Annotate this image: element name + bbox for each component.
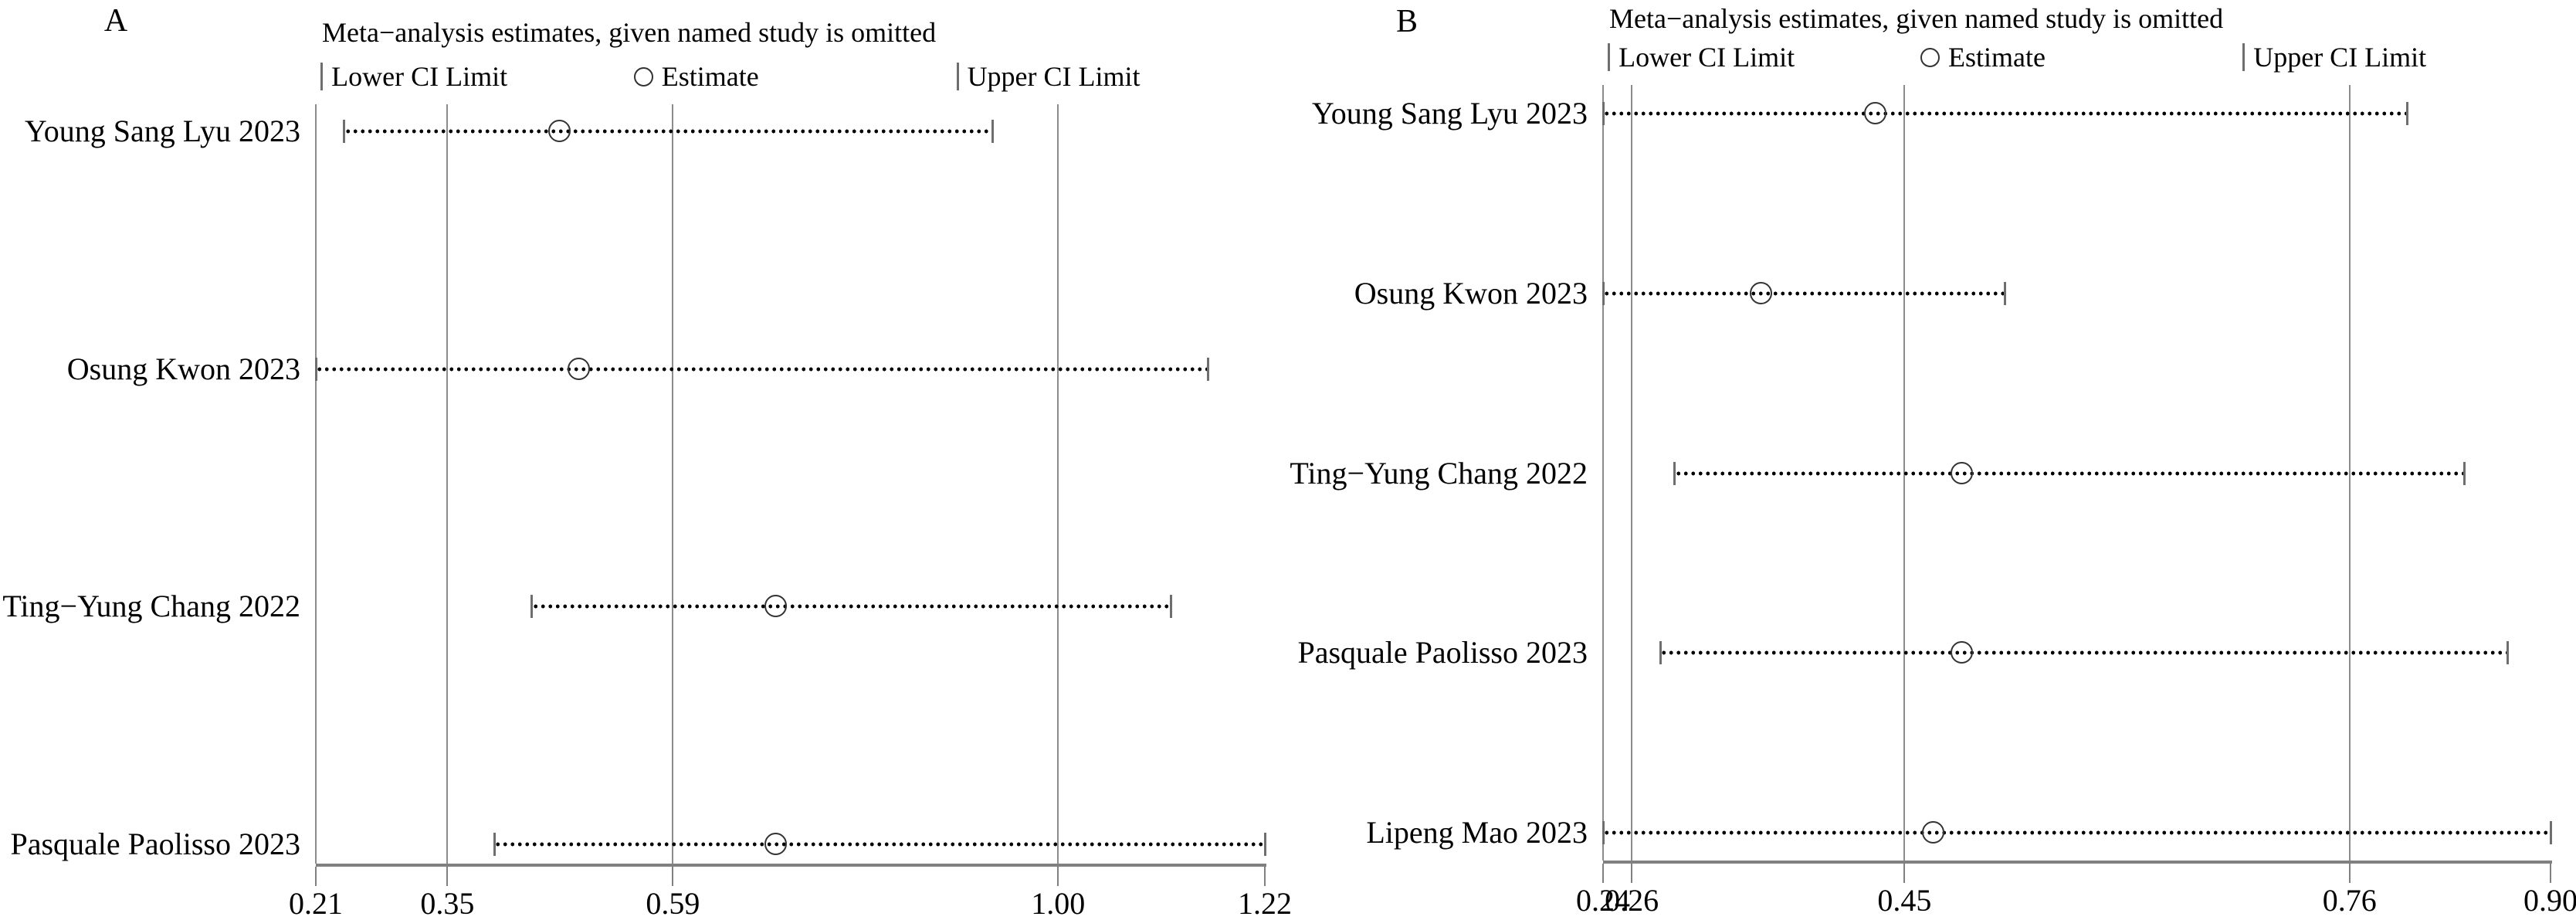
legend-label: Upper CI Limit bbox=[967, 61, 1141, 92]
estimate-marker bbox=[764, 833, 788, 855]
estimate-marker bbox=[1950, 641, 1973, 664]
x-tick-label: 1.00 bbox=[1031, 886, 1086, 920]
estimate-marker bbox=[567, 357, 590, 380]
x-tick bbox=[1057, 867, 1059, 886]
study-label: Pasquale Paolisso 2023 bbox=[10, 827, 300, 861]
x-tick-label: 0.35 bbox=[420, 886, 475, 920]
legend-item-estimate: Estimate bbox=[1920, 42, 2046, 72]
ci-cap-lower bbox=[1673, 461, 1676, 485]
x-tick bbox=[1903, 864, 1906, 883]
ci-line bbox=[531, 604, 1171, 609]
ci-line bbox=[1660, 650, 2508, 656]
x-tick-label: 0.59 bbox=[646, 886, 700, 920]
ci-line bbox=[1603, 290, 2005, 296]
gridline-lower-ci bbox=[1631, 85, 1633, 861]
estimate-marker bbox=[1921, 821, 1944, 844]
legend-item-upper-ci-limit: Upper CI Limit bbox=[956, 61, 1141, 92]
ci-limit-bar-icon bbox=[1608, 43, 1611, 71]
study-label: Young Sang Lyu 2023 bbox=[24, 114, 300, 148]
ci-limit-bar-icon bbox=[956, 63, 959, 90]
legend-label: Lower CI Limit bbox=[331, 61, 508, 92]
x-tick bbox=[446, 867, 449, 886]
ci-line bbox=[316, 366, 1208, 372]
ci-cap-lower bbox=[1602, 281, 1605, 305]
ci-cap-upper bbox=[2506, 641, 2509, 665]
ci-cap-upper bbox=[2462, 461, 2466, 485]
x-tick bbox=[1602, 864, 1604, 883]
ci-cap-lower bbox=[343, 120, 345, 143]
chart-title: Meta−analysis estimates, given named stu… bbox=[1609, 3, 2224, 34]
ci-line bbox=[344, 129, 993, 134]
estimate-marker bbox=[764, 595, 788, 618]
ci-cap-lower bbox=[530, 595, 534, 619]
ci-limit-bar-icon bbox=[320, 63, 324, 90]
study-label: Ting−Yung Chang 2022 bbox=[2, 589, 300, 624]
legend-item-lower-ci-limit: Lower CI Limit bbox=[1608, 42, 1795, 72]
x-tick-label: 0.76 bbox=[2322, 883, 2377, 918]
ci-cap-lower bbox=[314, 357, 317, 381]
legend-item-upper-ci-limit: Upper CI Limit bbox=[2242, 42, 2426, 72]
legend-label: Estimate bbox=[1948, 42, 2046, 73]
ci-cap-lower bbox=[1602, 102, 1605, 125]
estimate-marker bbox=[1749, 281, 1772, 304]
estimate-circle-icon bbox=[633, 66, 653, 87]
ci-cap-upper bbox=[991, 120, 994, 143]
study-label: Ting−Yung Chang 2022 bbox=[1290, 455, 1588, 491]
study-label: Osung Kwon 2023 bbox=[66, 351, 300, 386]
x-axis-line bbox=[1603, 861, 2552, 864]
x-tick-label: 0.21 bbox=[289, 886, 343, 920]
ci-cap-lower bbox=[1659, 641, 1662, 665]
ci-line bbox=[1674, 470, 2465, 476]
x-tick-label: 0.90 bbox=[2523, 883, 2576, 918]
chart-title: Meta−analysis estimates, given named stu… bbox=[322, 17, 937, 48]
gridline-lower-ci bbox=[446, 104, 449, 864]
legend-item-lower-ci-limit: Lower CI Limit bbox=[320, 62, 507, 91]
legend-label: Upper CI Limit bbox=[2253, 42, 2427, 73]
study-label: Pasquale Paolisso 2023 bbox=[1297, 635, 1588, 670]
x-tick bbox=[1264, 867, 1266, 886]
ci-cap-lower bbox=[493, 833, 496, 856]
ci-cap-upper bbox=[1207, 357, 1210, 381]
legend-label: Lower CI Limit bbox=[1618, 42, 1795, 73]
estimate-marker bbox=[1864, 102, 1887, 124]
study-label: Young Sang Lyu 2023 bbox=[1311, 96, 1588, 131]
x-tick-label: 1.22 bbox=[1238, 886, 1292, 920]
ci-line bbox=[1603, 111, 2408, 116]
x-tick-label: 0.26 bbox=[1605, 883, 1659, 918]
legend-item-estimate: Estimate bbox=[633, 61, 759, 92]
ci-cap-upper bbox=[1169, 595, 1172, 619]
ci-line bbox=[494, 842, 1265, 847]
study-label: Lipeng Mao 2023 bbox=[1366, 815, 1588, 850]
ci-line bbox=[1603, 830, 2551, 835]
estimate-circle-icon bbox=[1920, 47, 1940, 67]
legend-label: Estimate bbox=[661, 61, 759, 92]
gridline-upper-ci bbox=[1057, 104, 1059, 864]
x-tick-label: 0.45 bbox=[1877, 883, 1932, 918]
ci-limit-bar-icon bbox=[2242, 43, 2246, 71]
y-axis-line bbox=[1602, 85, 1604, 861]
ci-cap-lower bbox=[1602, 821, 1605, 844]
estimate-marker bbox=[1950, 461, 1973, 484]
ci-cap-upper bbox=[2549, 821, 2552, 844]
y-axis-line bbox=[315, 104, 317, 864]
x-tick-label: 0.24 bbox=[1576, 883, 1630, 918]
x-tick bbox=[2348, 864, 2351, 883]
panel-label-a: A bbox=[103, 3, 128, 39]
panel-label-b: B bbox=[1395, 4, 1418, 39]
x-axis-line bbox=[316, 864, 1266, 867]
x-tick bbox=[672, 867, 674, 886]
x-tick bbox=[2550, 864, 2551, 883]
ci-cap-upper bbox=[2004, 281, 2007, 305]
estimate-marker bbox=[548, 120, 571, 142]
gridline-estimate bbox=[672, 104, 674, 864]
ci-cap-upper bbox=[1263, 833, 1266, 856]
x-tick bbox=[1631, 864, 1633, 883]
x-tick bbox=[315, 867, 317, 886]
study-label: Osung Kwon 2023 bbox=[1354, 275, 1588, 311]
ci-cap-upper bbox=[2405, 102, 2408, 125]
